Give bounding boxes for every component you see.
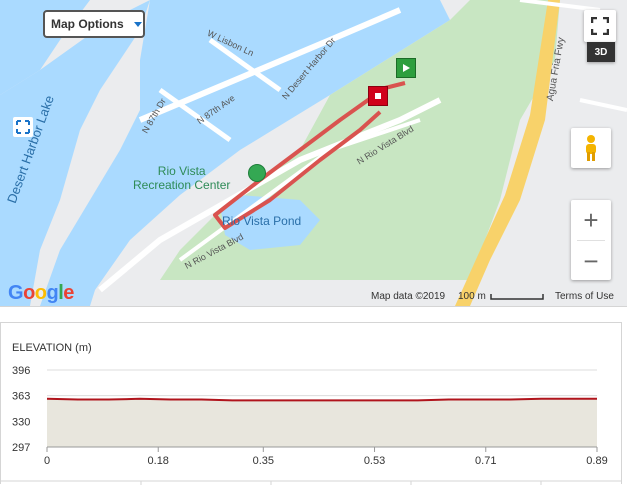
fullscreen-icon xyxy=(591,17,609,35)
poi-pin-icon[interactable] xyxy=(248,164,266,182)
map-options-label: Map Options xyxy=(51,17,124,31)
street-view-button[interactable] xyxy=(571,128,611,168)
scale-bar xyxy=(490,294,544,300)
google-logo-letter: e xyxy=(63,282,74,304)
caret-down-icon xyxy=(133,21,142,27)
x-tick-label: 0.53 xyxy=(364,455,385,467)
expand-arrows-icon[interactable] xyxy=(13,117,33,137)
x-tick-label: 0.71 xyxy=(475,455,496,467)
google-logo-letter: l xyxy=(58,282,64,304)
google-logo[interactable]: Google xyxy=(8,282,74,305)
google-logo-letter: g xyxy=(46,282,59,304)
route-end-marker[interactable] xyxy=(368,86,388,106)
play-icon xyxy=(403,64,410,72)
x-tick-label: 0 xyxy=(44,455,50,467)
map-base xyxy=(0,0,627,306)
route-map[interactable]: Desert Harbor Lake Rio Vista Pond W Lisb… xyxy=(0,0,627,307)
elevation-line xyxy=(46,397,597,402)
y-tick-label: 297 xyxy=(12,442,30,454)
y-tick-label: 330 xyxy=(12,416,30,428)
fullscreen-button[interactable] xyxy=(584,10,616,42)
stop-icon xyxy=(375,93,381,99)
zoom-divider xyxy=(577,240,605,241)
elevation-title: ELEVATION (m) xyxy=(12,342,92,354)
google-logo-letter: o xyxy=(34,282,47,304)
poi-label[interactable]: Rio Vista Recreation Center xyxy=(133,164,230,192)
zoom-control: + − xyxy=(571,200,611,280)
x-tick-label: 0.35 xyxy=(253,455,274,467)
google-logo-letter: G xyxy=(8,282,24,304)
terms-of-use-link[interactable]: Terms of Use xyxy=(555,291,614,302)
zoom-in-button[interactable]: + xyxy=(583,204,599,235)
pegman-icon xyxy=(586,135,596,161)
y-tick-label: 363 xyxy=(12,391,30,403)
scale-label[interactable]: 100 m xyxy=(458,291,486,302)
map-options-button[interactable]: Map Options xyxy=(43,10,145,38)
zoom-out-button[interactable]: − xyxy=(583,245,599,276)
route-start-marker[interactable] xyxy=(396,58,416,78)
pond-label: Rio Vista Pond xyxy=(222,214,302,228)
3d-button[interactable]: 3D xyxy=(587,42,615,62)
x-tick-label: 0.89 xyxy=(586,455,607,467)
y-tick-label: 396 xyxy=(12,365,30,377)
poi-label-line1: Rio Vista xyxy=(157,164,206,178)
google-logo-letter: o xyxy=(23,282,35,304)
elevation-chart[interactable]: 396 363 330 297 0 0.18 0.35 0.53 0.71 0.89 xyxy=(1,323,621,485)
elevation-panel: ELEVATION (m) 396 363 330 297 0 0.18 0.35 0.53 0… xyxy=(0,322,622,485)
map-data-attribution[interactable]: Map data ©2019 xyxy=(371,291,446,302)
poi-label-line2: Recreation Center xyxy=(133,178,231,192)
elevation-area xyxy=(47,398,597,447)
x-tick-label: 0.18 xyxy=(148,455,169,467)
